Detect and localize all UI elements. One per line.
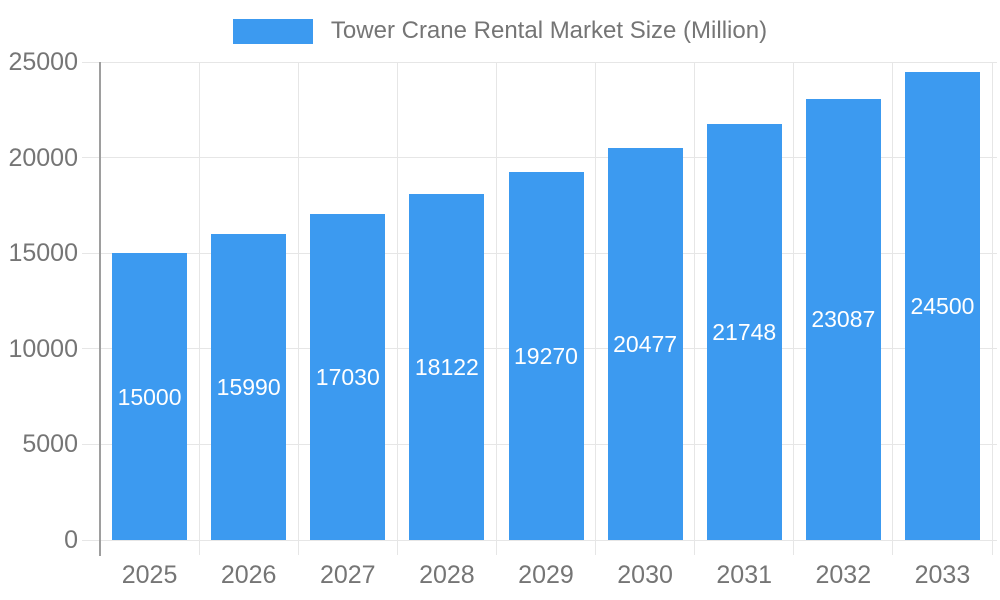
bar: 17030: [310, 214, 386, 540]
bar: 24500: [904, 71, 980, 540]
bar: 19270: [508, 171, 584, 540]
bar: 18122: [409, 193, 485, 540]
h-gridline: [82, 61, 997, 63]
v-gridline: [793, 62, 795, 555]
x-axis-tick-label: 2033: [914, 561, 971, 589]
x-axis-tick-label: 2029: [518, 561, 574, 589]
bar: 15000: [112, 253, 188, 540]
bar: 20477: [607, 148, 683, 540]
y-axis-tick-label: 10000: [8, 334, 78, 363]
y-axis-tick-label: 0: [64, 526, 78, 554]
y-axis-tick-label: 15000: [8, 239, 78, 268]
h-gridline: [82, 539, 997, 541]
plot-area: 0 5000 10000 15000 20000 25000 15000 2025 15990 2…: [8, 48, 997, 589]
v-gridline: [991, 62, 993, 555]
bar-value-label: 20477: [613, 331, 678, 358]
x-axis-tick-label: 2025: [121, 561, 178, 589]
bar-value-label: 17030: [315, 364, 380, 391]
legend: Tower Crane Rental Market Size (Million): [0, 18, 1000, 44]
x-axis-tick-label: 2027: [319, 561, 376, 589]
h-gridline: [82, 157, 997, 159]
bar-value-label: 18122: [414, 353, 479, 380]
x-axis-tick-label: 2026: [220, 561, 277, 589]
bar: 15990: [211, 234, 287, 540]
v-gridline: [892, 62, 894, 555]
bar-value-label: 21748: [712, 319, 777, 346]
bar-value-label: 19270: [514, 342, 578, 369]
x-axis-tick-label: 2030: [617, 561, 673, 589]
v-gridline: [297, 62, 299, 555]
y-axis-tick-label: 5000: [22, 430, 78, 459]
bar-value-label: 23087: [811, 306, 876, 333]
y-axis-line: [99, 62, 101, 556]
x-axis-tick-label: 2031: [716, 561, 773, 589]
legend-swatch: [232, 18, 313, 44]
x-axis-tick-label: 2032: [815, 561, 872, 589]
legend-label: Tower Crane Rental Market Size (Million): [330, 17, 768, 44]
v-gridline: [396, 62, 398, 555]
v-gridline: [595, 62, 597, 555]
v-gridline: [694, 62, 696, 555]
bar: 23087: [805, 98, 881, 540]
bar-value-label: 15000: [117, 383, 182, 410]
bar-value-label: 24500: [910, 292, 975, 319]
bar: 21748: [706, 124, 782, 540]
bar-value-label: 15990: [216, 374, 281, 401]
x-axis-tick-label: 2028: [419, 561, 475, 589]
v-gridline: [198, 62, 200, 555]
v-gridline: [495, 62, 497, 555]
y-axis-tick-label: 25000: [8, 48, 78, 76]
y-axis-tick-label: 20000: [8, 143, 78, 172]
